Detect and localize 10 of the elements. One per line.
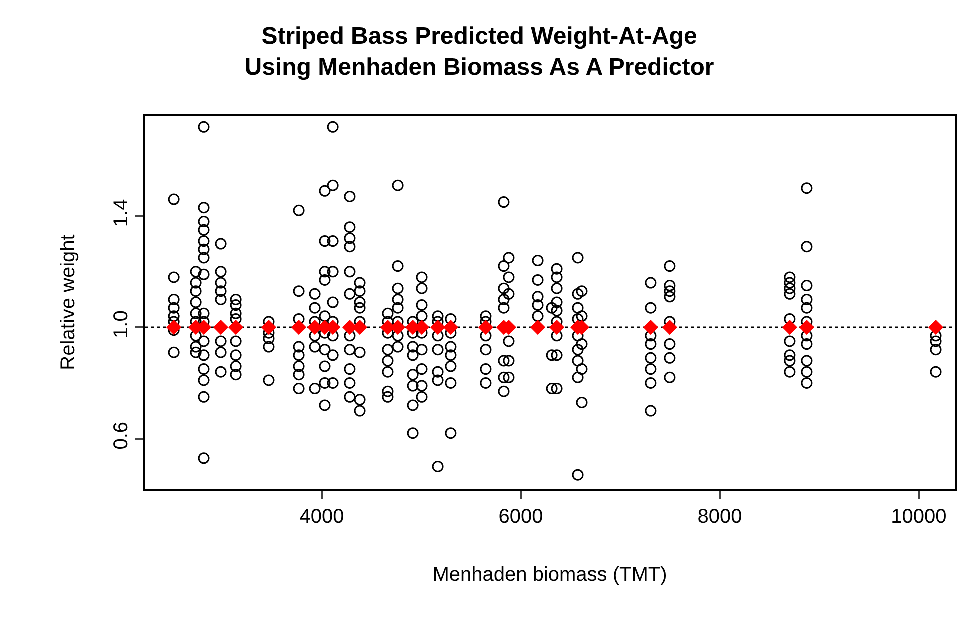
chart-title: Striped Bass Predicted Weight-At-Age Using Menhaden Biomass As A Predictor (244, 22, 714, 82)
x-tick-label: 4000 (300, 506, 344, 528)
y-tick-label: 1.0 (110, 310, 132, 338)
x-tick-label: 10000 (891, 506, 947, 528)
x-tick-label: 8000 (698, 506, 742, 528)
y-tick-label: 1.4 (110, 199, 132, 228)
x-axis-title: Menhaden biomass (TMT) (432, 564, 668, 586)
x-tick-label: 6000 (498, 506, 544, 528)
y-tick-label: 0.6 (110, 422, 132, 450)
y-axis-title: Relative weight (57, 234, 80, 370)
